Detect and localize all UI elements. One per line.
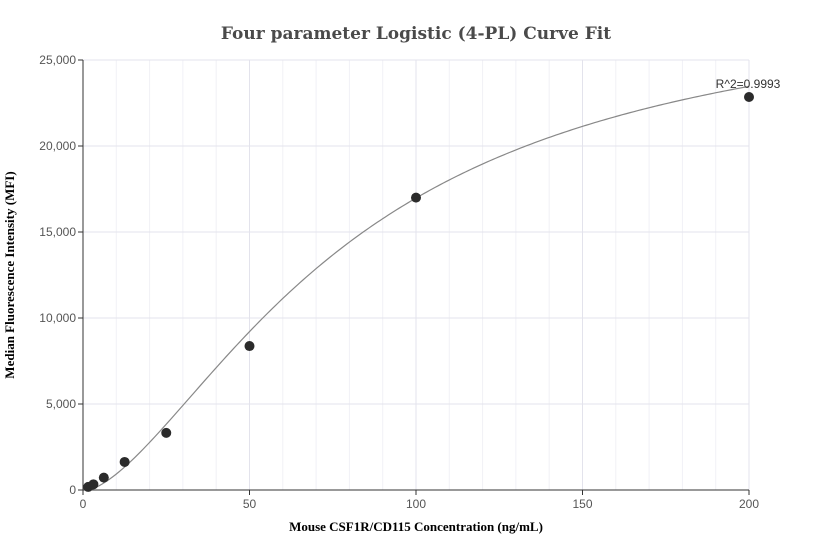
y-tick-label: 0 (69, 483, 76, 497)
data-point (119, 456, 130, 467)
x-tick-label: 0 (80, 497, 87, 511)
y-tick-label: 10,000 (39, 311, 76, 325)
y-tick-label: 25,000 (39, 53, 76, 67)
x-tick-label: 100 (406, 497, 426, 511)
data-point (98, 472, 109, 483)
y-ticks: 0 5,000 10,000 15,000 20,000 25,000 (39, 53, 83, 497)
x-tick-label: 200 (739, 497, 759, 511)
y-tick-label: 20,000 (39, 139, 76, 153)
fit-curve (88, 85, 750, 491)
data-points (83, 91, 754, 492)
data-point (744, 91, 754, 102)
r-squared-annotation: R^2=0.9993 (716, 77, 781, 91)
major-grid (83, 59, 750, 490)
x-ticks: 0 50 100 150 200 (80, 490, 759, 511)
y-axis-title: Median Fluorescence Intensity (MFI) (2, 171, 17, 378)
minor-grid (115, 60, 717, 490)
y-tick-label: 5,000 (46, 397, 76, 411)
chart-title: Four parameter Logistic (4-PL) Curve Fit (221, 24, 611, 44)
x-tick-label: 150 (572, 497, 592, 511)
data-point (161, 427, 172, 438)
y-tick-label: 15,000 (39, 225, 76, 239)
data-point (88, 479, 99, 490)
x-axis-title: Mouse CSF1R/CD115 Concentration (ng/mL) (289, 519, 543, 534)
data-point (244, 341, 255, 352)
x-tick-label: 50 (243, 497, 257, 511)
data-point (411, 192, 421, 203)
